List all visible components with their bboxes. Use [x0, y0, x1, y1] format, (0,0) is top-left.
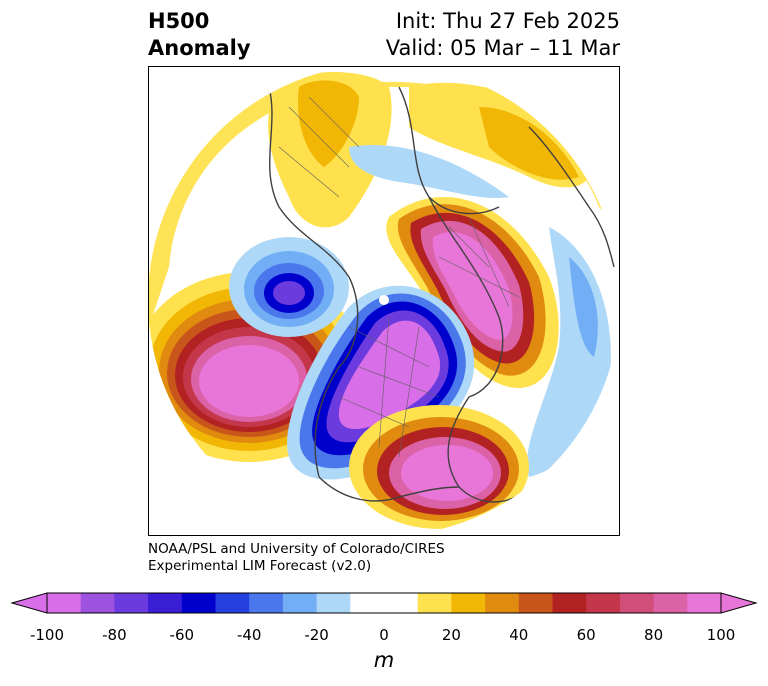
colorbar [10, 592, 758, 614]
credit-line-1: NOAA/PSL and University of Colorado/CIRE… [148, 541, 445, 557]
colorbar-tick-label: 100 [706, 626, 736, 644]
north-pole-marker [379, 295, 389, 305]
colorbar-segment [249, 593, 284, 613]
colorbar-tick-label: -80 [102, 626, 127, 644]
colorbar-segment [687, 593, 722, 613]
colorbar-tick-label: -40 [236, 626, 262, 644]
map-title-right: Init: Thu 27 Feb 2025 Valid: 05 Mar – 11… [386, 8, 620, 62]
colorbar-tick-label: -20 [304, 626, 329, 644]
colorbar-tick-label: 60 [576, 626, 596, 644]
anomaly-alaska-negative [229, 237, 349, 337]
polar-anomaly-map [148, 66, 620, 536]
colorbar-segment [619, 593, 655, 613]
colorbar-left-extension [10, 592, 48, 614]
colorbar-segment [384, 593, 419, 613]
colorbar-segment [316, 593, 351, 613]
credit-line-2: Experimental LIM Forecast (v2.0) [148, 558, 372, 574]
colorbar-segment [451, 593, 486, 613]
anomaly-atlantic-positive [349, 405, 529, 529]
colorbar-segment [181, 593, 216, 613]
colorbar-segment [47, 593, 82, 613]
map-title-left: H500 Anomaly [148, 8, 251, 62]
colorbar-tick-label: 20 [441, 626, 461, 644]
colorbar-right-extension [720, 592, 758, 614]
anomaly-siberia-positive [386, 197, 559, 388]
colorbar-segment [215, 593, 250, 613]
colorbar-segment [518, 593, 553, 613]
colorbar-segment [350, 593, 385, 613]
colorbar-outline [46, 592, 722, 614]
valid-range: Valid: 05 Mar – 11 Mar [385, 36, 620, 60]
colorbar-segment [653, 593, 688, 613]
colorbar-tick-label: -60 [169, 626, 195, 644]
colorbar-segment [417, 593, 452, 613]
colorbar-segment [114, 593, 149, 613]
colorbar-segments [47, 593, 722, 613]
title-variable: H500 [148, 9, 210, 33]
anomaly-map-svg [149, 67, 619, 535]
colorbar-segment [282, 593, 318, 613]
credit-text: NOAA/PSL and University of Colorado/CIRE… [148, 541, 445, 575]
init-date: Init: Thu 27 Feb 2025 [395, 9, 620, 33]
colorbar-tick-label: 80 [644, 626, 664, 644]
colorbar-segment [80, 593, 115, 613]
colorbar-tick-label: 40 [509, 626, 529, 644]
colorbar-segment [586, 593, 621, 613]
colorbar-tick-labels: -100 -80 -60 -40 -20 0 20 40 60 80 100 [0, 626, 768, 646]
colorbar-tick-label: 0 [379, 626, 389, 644]
colorbar-segment [148, 593, 183, 613]
title-field-type: Anomaly [148, 36, 251, 60]
colorbar-tick-label: -100 [29, 626, 65, 644]
colorbar-unit-label: m [373, 648, 395, 672]
colorbar-segment [485, 593, 520, 613]
colorbar-segment [552, 593, 587, 613]
coastlines [268, 86, 615, 503]
